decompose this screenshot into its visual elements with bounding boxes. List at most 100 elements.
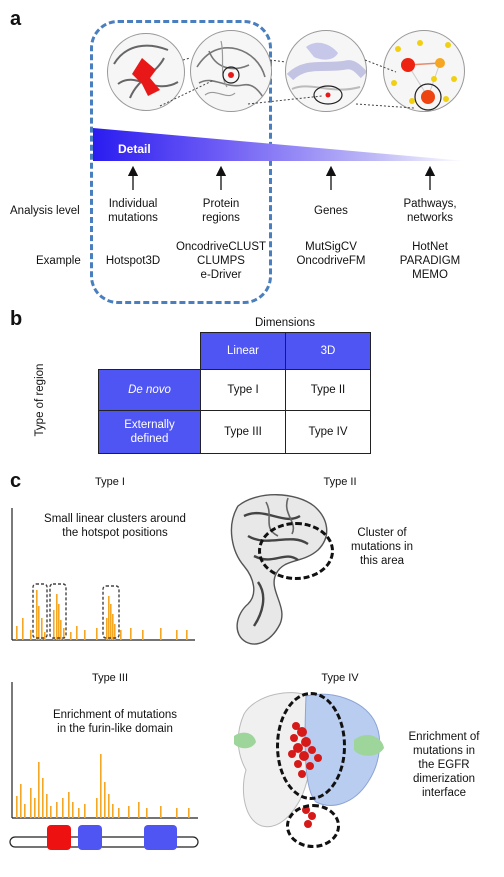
detail-gradient-label: Detail (118, 142, 151, 156)
mutation-bar (30, 630, 32, 640)
mutation-bar (186, 630, 188, 640)
mutation-bar (38, 606, 40, 640)
dimensions-label: Dimensions (254, 317, 316, 329)
mutation-bar (146, 808, 148, 818)
mutation-bar (63, 628, 65, 640)
row-title-analysis-level: Analysis level (10, 205, 80, 217)
type-iv-lower-cluster-ellipse (286, 804, 340, 848)
mutation-bar (56, 594, 58, 640)
mutation-bar (22, 618, 24, 640)
level-pathways-networks: Pathways, networks (403, 198, 457, 224)
mutation-bar (60, 620, 62, 640)
type-iv-title: Type IV (321, 672, 359, 684)
mutation-bar (188, 808, 190, 818)
row-title-example: Example (36, 255, 81, 267)
mutation-bar (176, 630, 178, 640)
type-i-caption: Small linear clusters around the hotspot… (44, 513, 186, 539)
type-of-region-label: Type of region (34, 363, 46, 437)
mutation-bar (112, 804, 114, 818)
mutation-bar (44, 632, 46, 640)
level-arrows (127, 165, 436, 190)
mutation-bar (114, 624, 116, 640)
mutation-bar (72, 802, 74, 818)
domain-blue-1 (78, 825, 102, 850)
example-gene-tools: MutSigCV OncodriveFM (296, 241, 366, 267)
domain-furin-like-red (47, 825, 71, 850)
domain-blue-2 (144, 825, 177, 850)
mutation-bar (130, 628, 132, 640)
example-protein-region-tools: OncodriveCLUST CLUMPS e-Driver (175, 241, 267, 281)
mutation-bar (120, 630, 122, 640)
type-iii-caption: Enrichment of mutations in the furin-lik… (52, 709, 177, 735)
col-header-linear: Linear (200, 332, 286, 370)
type-ii-title: Type II (323, 476, 357, 488)
mutation-bar (108, 596, 110, 640)
type-ii-cluster-ellipse (258, 522, 334, 580)
mutation-bar (142, 630, 144, 640)
mutation-bar (84, 804, 86, 818)
mutation-bar (42, 778, 44, 818)
mutation-bar (53, 610, 55, 640)
mutation-bar (110, 604, 112, 640)
type-i-mutation-plot (11, 508, 195, 641)
mutation-bar (104, 782, 106, 818)
mutation-bar (56, 802, 58, 818)
mutation-bar (62, 798, 64, 818)
cell-type-iv: Type IV (285, 410, 371, 454)
mutation-bar (106, 618, 108, 640)
mutation-bar (20, 784, 22, 818)
highlight-dashed-box (90, 20, 272, 304)
mutation-bar (34, 798, 36, 818)
mutation-bar (96, 798, 98, 818)
mutation-bar (58, 604, 60, 640)
mutation-bar (38, 762, 40, 818)
mutation-bar (112, 614, 114, 640)
mutation-bar (24, 804, 26, 818)
mutation-bar (16, 796, 18, 818)
type-iv-dimer-interface-ellipse (276, 692, 346, 800)
type-ii-caption: Cluster of mutations in this area (350, 527, 413, 567)
mutation-bar (160, 628, 162, 640)
structure-thumbnail-gene (285, 30, 367, 112)
mutation-bar (176, 808, 178, 818)
network-thumbnail-pathway (383, 30, 465, 112)
mutation-bar (118, 808, 120, 818)
mutation-bar (41, 618, 43, 640)
mutation-bar (100, 754, 102, 818)
mutation-bar (96, 628, 98, 640)
mutation-bar (50, 806, 52, 818)
cell-type-ii: Type II (285, 369, 371, 411)
mutation-bar (78, 808, 80, 818)
panel-a-letter: a (10, 8, 22, 30)
mutation-bar (108, 794, 110, 818)
mutation-bar (128, 806, 130, 818)
mutation-bar (30, 788, 32, 818)
mutation-bar (138, 802, 140, 818)
level-individual-mutations: Individual mutations (108, 198, 158, 224)
mutation-bar (160, 806, 162, 818)
mutation-bar (84, 630, 86, 640)
type-iii-title: Type III (91, 672, 129, 684)
zoom-connector-lines (159, 57, 415, 109)
level-genes: Genes (314, 205, 348, 217)
mutation-bar (36, 590, 38, 640)
col-header-3d: 3D (285, 332, 371, 370)
type-iv-caption: Enrichment of mutations in the EGFR dime… (408, 731, 480, 799)
mutation-bar (68, 792, 70, 818)
structure-thumbnail-mutation (107, 33, 185, 111)
cell-type-iii: Type III (200, 410, 286, 454)
mutation-bar (70, 632, 72, 640)
panel-c-letter: c (10, 470, 22, 492)
structure-thumbnail-region (190, 30, 272, 112)
row-header-externally-defined: Externally defined (98, 410, 201, 454)
panel-b-letter: b (10, 308, 23, 330)
cell-type-i: Type I (200, 369, 286, 411)
example-hotspot3d: Hotspot3D (105, 255, 161, 267)
mutation-bar (76, 626, 78, 640)
row-header-de-novo: De novo (98, 369, 201, 411)
example-pathway-tools: HotNet PARADIGM MEMO (399, 241, 461, 281)
level-protein-regions: Protein regions (202, 198, 240, 224)
type-i-title: Type I (95, 476, 125, 488)
mutation-bar (16, 626, 18, 640)
mutation-bar (46, 794, 48, 818)
